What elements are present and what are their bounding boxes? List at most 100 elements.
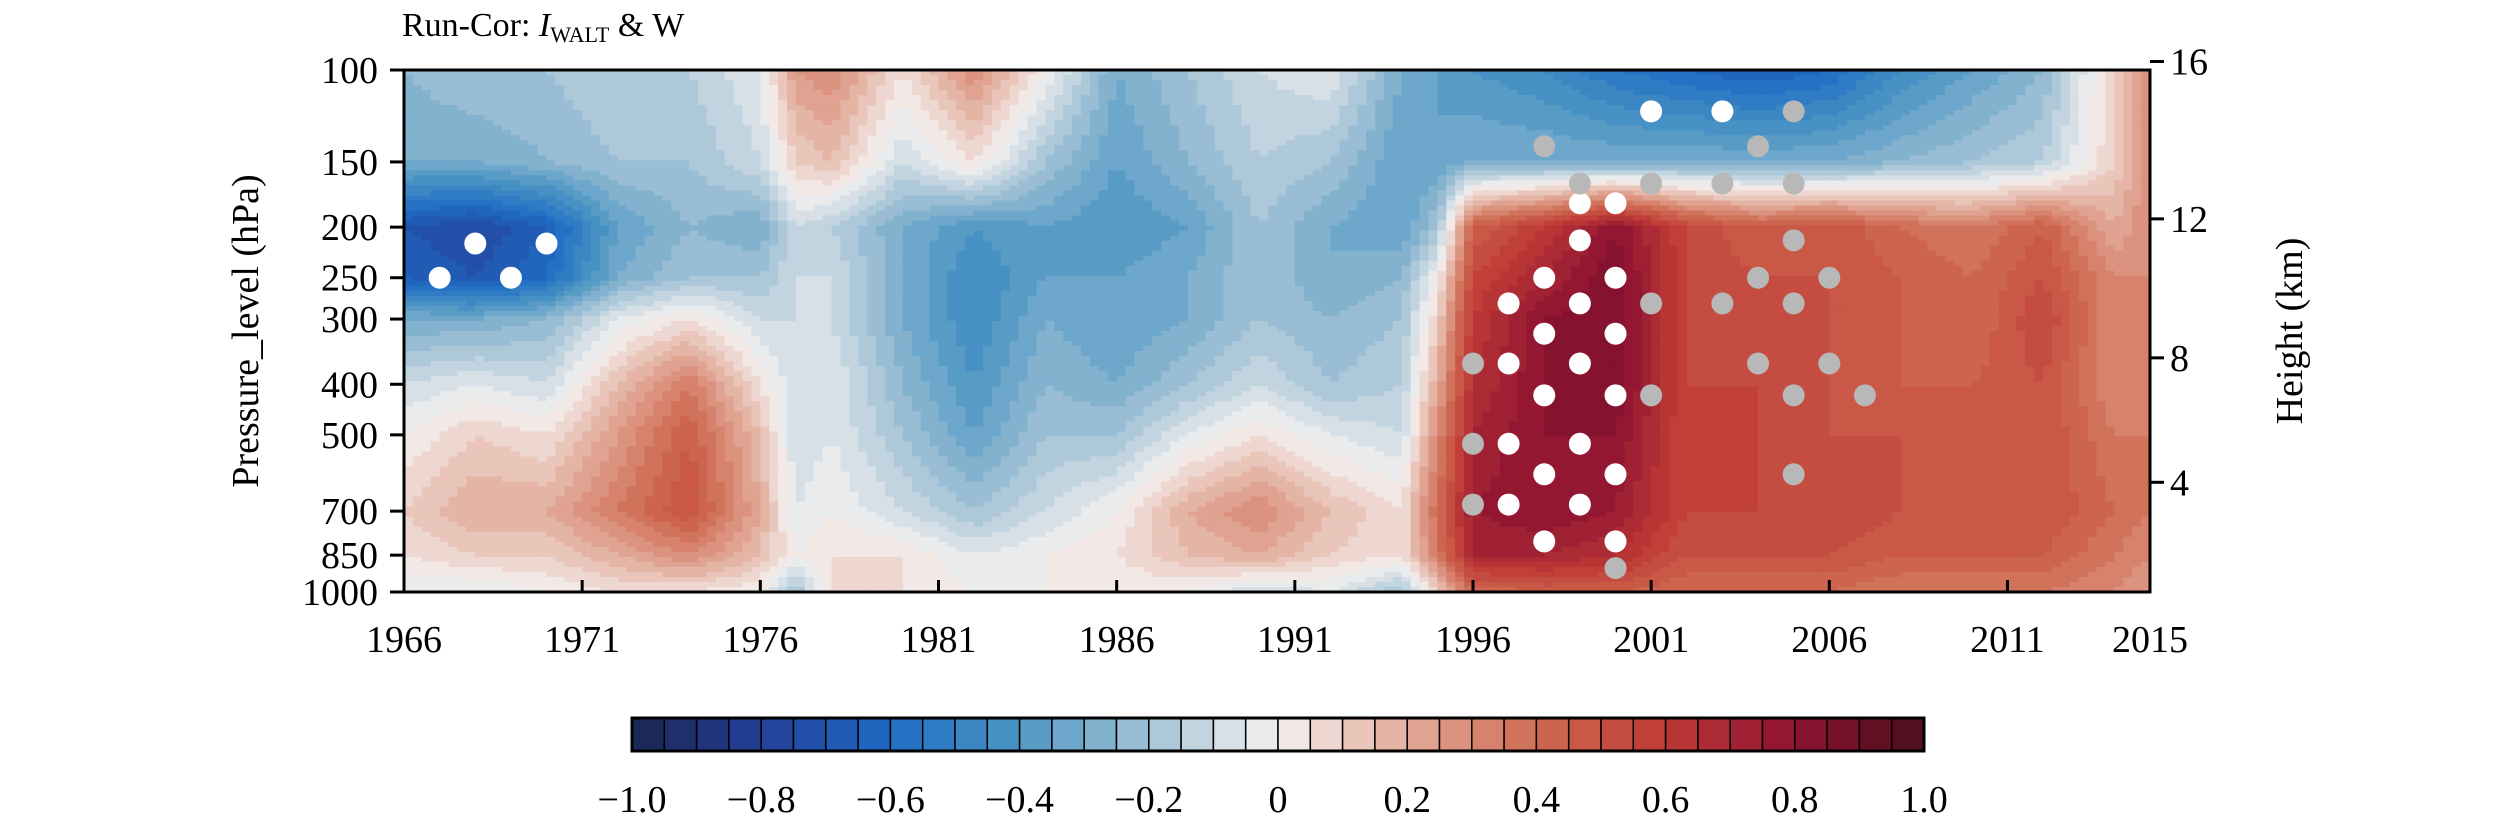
heatmap-cell: [831, 165, 842, 171]
heatmap-cell: [1526, 110, 1536, 116]
heatmap-cell: [724, 135, 735, 141]
title-prefix: Run-Cor:: [402, 7, 539, 44]
heatmap-cell: [1971, 130, 1982, 136]
heatmap-cell: [475, 135, 485, 141]
heatmap-cell: [457, 190, 467, 197]
heatmap-cell: [1348, 160, 1358, 166]
heatmap-cell: [1971, 145, 1982, 151]
heatmap-cell: [1481, 135, 1492, 141]
heatmap-cell: [2087, 120, 2098, 126]
heatmap-cell: [1357, 110, 1367, 116]
heatmap-cell: [1330, 140, 1340, 146]
heatmap-cell: [795, 120, 806, 126]
heatmap-cell: [1642, 165, 1652, 171]
heatmap-cell: [1205, 75, 1216, 81]
heatmap-cell: [1303, 70, 1314, 76]
heatmap-cell: [1223, 105, 1234, 111]
heatmap-cell: [1829, 135, 1839, 141]
heatmap-cell: [582, 135, 592, 141]
heatmap-cell: [1179, 135, 1189, 141]
heatmap-cell: [1909, 75, 1919, 81]
heatmap-cell: [1891, 150, 1902, 156]
heatmap-cell: [885, 175, 895, 182]
heatmap-cell: [2096, 135, 2107, 141]
heatmap-cell: [510, 85, 521, 91]
heatmap-cell: [2025, 175, 2035, 182]
heatmap-cell: [1383, 125, 1394, 131]
heatmap-cell: [1277, 155, 1287, 161]
heatmap-cell: [1000, 90, 1011, 96]
heatmap-cell: [475, 70, 485, 76]
heatmap-cell: [1873, 85, 1884, 91]
heatmap-cell: [929, 170, 940, 176]
heatmap-cell: [769, 135, 779, 141]
heatmap-cell: [1624, 145, 1634, 151]
heatmap-cell: [1864, 95, 1875, 101]
heatmap-cell: [2114, 85, 2124, 91]
heatmap-cell: [1490, 160, 1501, 166]
heatmap-cell: [412, 80, 423, 86]
heatmap-cell: [2114, 175, 2124, 182]
heatmap-cell: [2025, 105, 2035, 111]
heatmap-cell: [599, 185, 610, 192]
heatmap-cell: [724, 180, 735, 187]
heatmap-cell: [1749, 95, 1759, 101]
heatmap-cell: [448, 110, 459, 116]
heatmap-cell: [2052, 70, 2062, 76]
heatmap-cell: [2132, 110, 2142, 116]
heatmap-cell: [2016, 100, 2026, 106]
heatmap-cell: [1695, 130, 1706, 136]
heatmap-cell: [1579, 105, 1590, 111]
heatmap-cell: [1152, 75, 1162, 81]
heatmap-cell: [1775, 80, 1786, 86]
heatmap-cell: [448, 180, 459, 187]
heatmap-cell: [1570, 165, 1581, 171]
heatmap-cell: [1927, 95, 1937, 101]
heatmap-cell: [1250, 90, 1260, 96]
heatmap-cell: [1668, 180, 1679, 187]
heatmap-cell: [1882, 120, 1893, 126]
heatmap-cell: [528, 75, 539, 81]
heatmap-cell: [2025, 145, 2035, 151]
heatmap-cell: [1499, 180, 1510, 187]
heatmap-cell: [1241, 170, 1251, 176]
heatmap-cell: [1517, 115, 1528, 121]
heatmap-cell: [1864, 70, 1875, 76]
heatmap-cell: [795, 90, 806, 96]
heatmap-cell: [1704, 165, 1715, 171]
heatmap-cell: [697, 160, 708, 166]
heatmap-cell: [697, 105, 708, 111]
heatmap-cell: [1330, 185, 1340, 192]
heatmap-cell: [1490, 145, 1501, 151]
heatmap-cell: [1909, 90, 1919, 96]
heatmap-cell: [1784, 150, 1795, 156]
heatmap-cell: [457, 150, 467, 156]
heatmap-cell: [1116, 155, 1127, 161]
heatmap-cell: [1089, 70, 1100, 76]
heatmap-cell: [974, 105, 984, 111]
heatmap-cell: [1241, 75, 1251, 81]
heatmap-cell: [439, 90, 450, 96]
heatmap-cell: [2141, 175, 2151, 182]
heatmap-cell: [1107, 145, 1118, 151]
heatmap-cell: [876, 150, 886, 156]
heatmap-cell: [1072, 130, 1082, 136]
heatmap-cell: [2123, 80, 2133, 86]
heatmap-cell: [1704, 90, 1715, 96]
heatmap-cell: [1954, 105, 1964, 111]
heatmap-cell: [956, 135, 966, 141]
heatmap-cell: [974, 160, 984, 166]
heatmap-cell: [1374, 140, 1385, 146]
heatmap-cell: [2069, 105, 2080, 111]
heatmap-cell: [867, 165, 877, 171]
heatmap-cell: [1205, 125, 1216, 131]
heatmap-cell: [1081, 120, 1091, 126]
heatmap-cell: [1802, 170, 1813, 176]
heatmap-cell: [724, 90, 735, 96]
heatmap-cell: [1472, 180, 1483, 187]
heatmap-cell: [715, 85, 726, 91]
heatmap-cell: [1285, 130, 1296, 136]
heatmap-cell: [1856, 75, 1866, 81]
heatmap-cell: [1553, 150, 1563, 156]
heatmap-cell: [1980, 70, 1991, 76]
